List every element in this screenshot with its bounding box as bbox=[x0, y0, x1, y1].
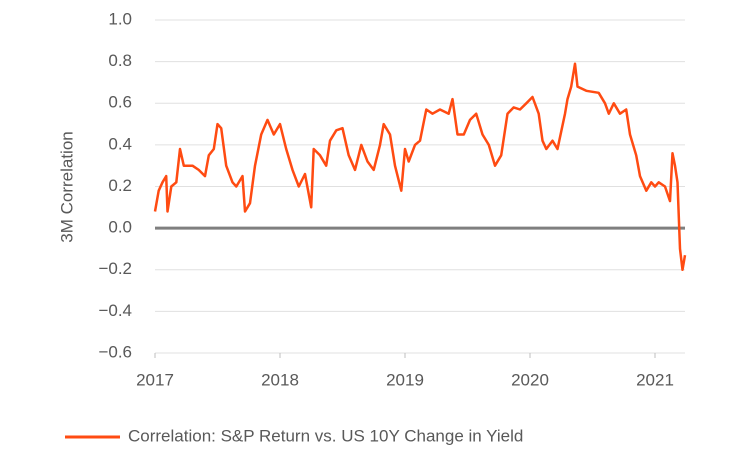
x-tick-label: 2017 bbox=[136, 370, 174, 389]
y-tick-label: 1.0 bbox=[108, 9, 132, 28]
y-tick-label: 0.0 bbox=[108, 218, 132, 237]
y-tick-label: −0.2 bbox=[98, 259, 132, 278]
line bbox=[153, 62, 687, 272]
y-axis-label: 3M Correlation bbox=[57, 131, 76, 243]
y-tick-label: 0.2 bbox=[108, 176, 132, 195]
legend-label: Correlation: S&P Return vs. US 10Y Chang… bbox=[128, 426, 523, 445]
x-tick-label: 2018 bbox=[261, 370, 299, 389]
x-tick-label: 2021 bbox=[636, 370, 674, 389]
y-tick-label: −0.6 bbox=[98, 342, 132, 361]
x-tick-label: 2020 bbox=[511, 370, 549, 389]
y-tick-label: 0.4 bbox=[108, 134, 132, 153]
x-tick-label: 2019 bbox=[386, 370, 424, 389]
y-tick-label: 0.8 bbox=[108, 51, 132, 70]
y-tick-label: 0.6 bbox=[108, 93, 132, 112]
y-tick-label: −0.4 bbox=[98, 301, 132, 320]
